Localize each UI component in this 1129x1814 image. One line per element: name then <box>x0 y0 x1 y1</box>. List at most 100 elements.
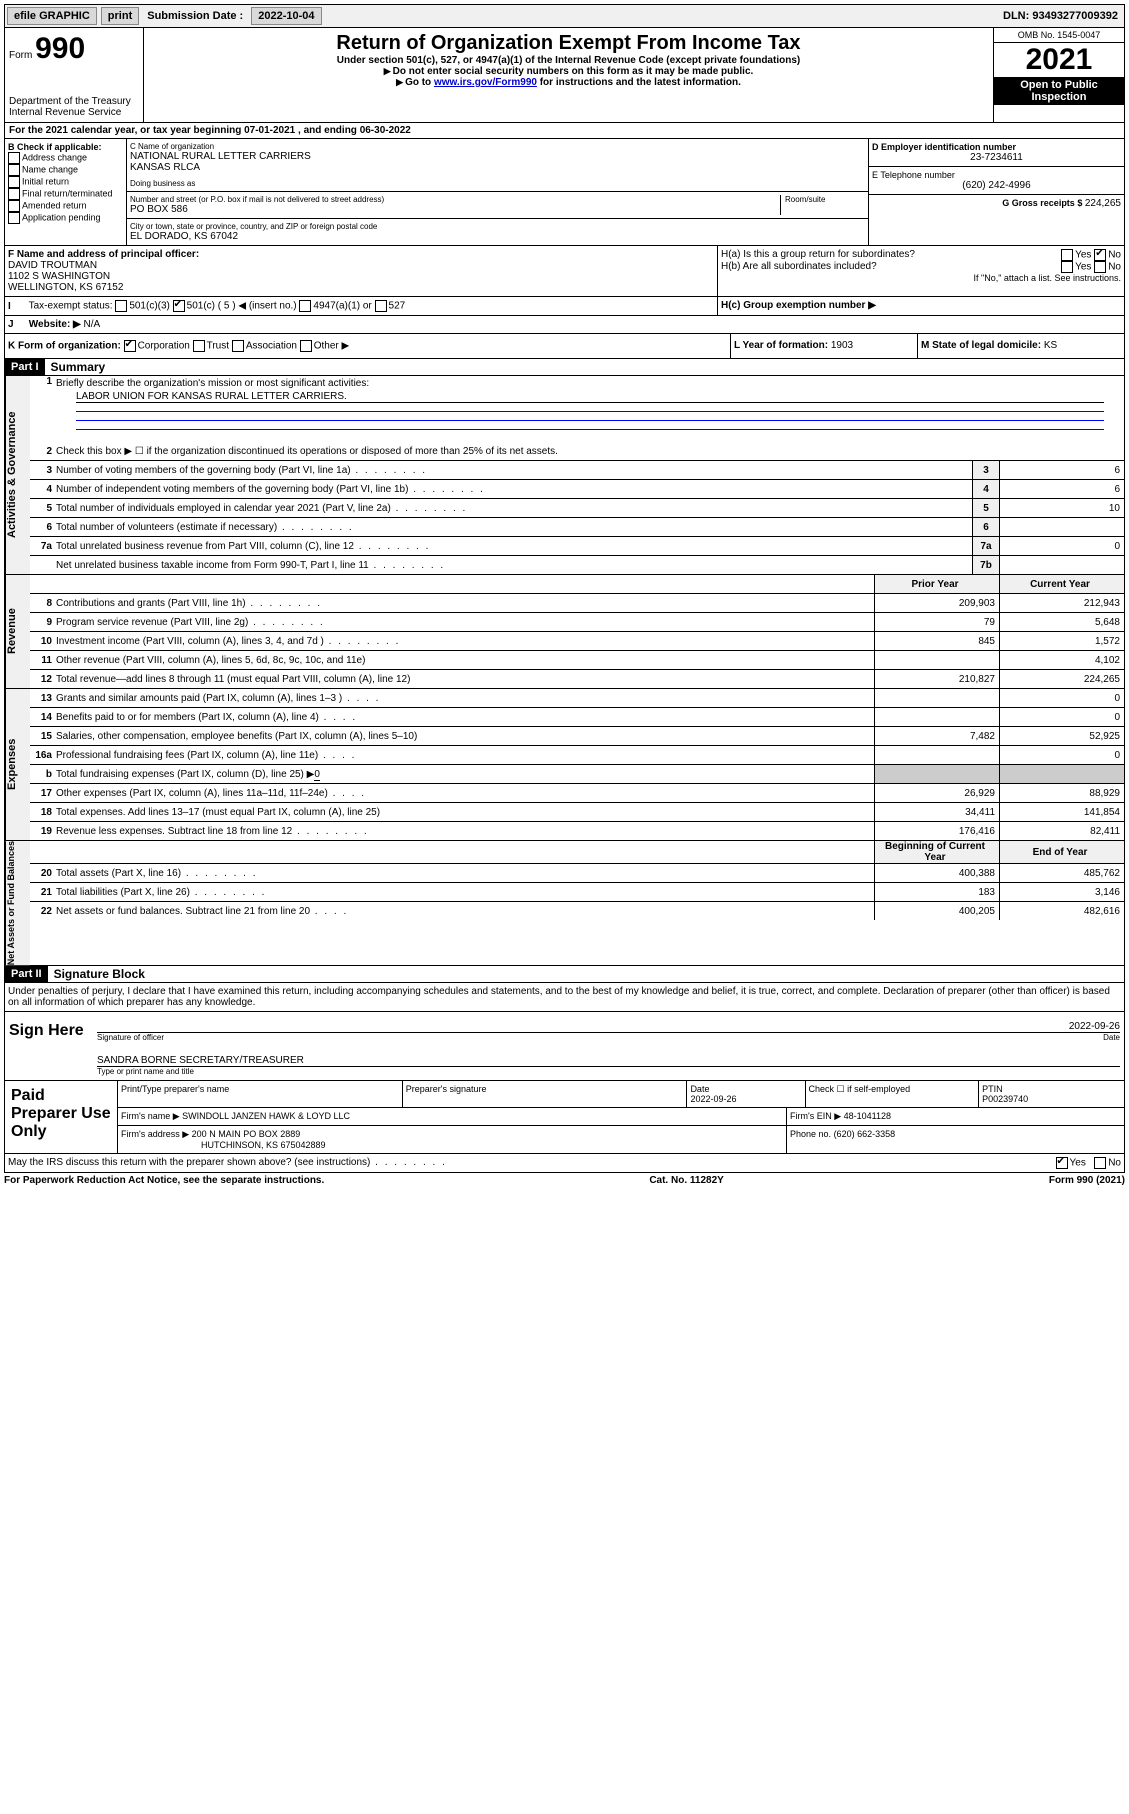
box-e: E Telephone number (620) 242-4996 <box>869 167 1124 195</box>
c16a: 0 <box>999 746 1124 764</box>
page-footer: For Paperwork Reduction Act Notice, see … <box>4 1173 1125 1188</box>
may-irs-row: May the IRS discuss this return with the… <box>4 1154 1125 1173</box>
l15: Salaries, other compensation, employee b… <box>56 729 874 744</box>
sig-officer-caption: Signature of officer <box>97 1033 164 1042</box>
instr2-link[interactable]: www.irs.gov/Form990 <box>434 77 537 88</box>
paid-preparer-block: Paid Preparer Use Only Print/Type prepar… <box>4 1081 1125 1154</box>
irs: Internal Revenue Service <box>9 107 139 118</box>
name-label: C Name of organization <box>130 142 865 151</box>
box-h: H(a) Is this a group return for subordin… <box>718 246 1124 296</box>
p11 <box>874 651 999 669</box>
l18: Total expenses. Add lines 13–17 (must eq… <box>56 805 874 820</box>
part-2-title: Signature Block <box>48 967 145 981</box>
firm-address: Firm's address ▶ 200 N MAIN PO BOX 2889 … <box>118 1126 787 1153</box>
eoy-head: End of Year <box>999 841 1124 863</box>
v7a: 0 <box>999 537 1124 555</box>
type-name-caption: Type or print name and title <box>97 1067 1120 1076</box>
part-1-title-row: Part I Summary <box>4 359 1125 376</box>
h-a-row: H(a) Is this a group return for subordin… <box>721 249 1121 261</box>
l10: Investment income (Part VIII, column (A)… <box>56 634 874 649</box>
c8: 212,943 <box>999 594 1124 612</box>
l20: Total assets (Part X, line 16) <box>56 866 874 881</box>
v4: 6 <box>999 480 1124 498</box>
part-2-title-row: Part II Signature Block <box>4 966 1125 983</box>
addr-label: Number and street (or P.O. box if mail i… <box>130 195 780 204</box>
top-bar: efile GRAPHIC print Submission Date : 20… <box>4 4 1125 28</box>
officer-addr2: WELLINGTON, KS 67152 <box>8 282 714 293</box>
box-l-value: 1903 <box>831 340 853 351</box>
ein-value: 23-7234611 <box>872 152 1121 163</box>
efile-button[interactable]: efile GRAPHIC <box>7 7 97 25</box>
h-b-note: If "No," attach a list. See instructions… <box>721 273 1121 283</box>
officer-signature-line: 2022-09-26 <box>97 1016 1120 1033</box>
l3: Number of voting members of the governin… <box>56 463 972 478</box>
opt-initial-return: Initial return <box>8 176 123 188</box>
box-f: F Name and address of principal officer:… <box>5 246 718 296</box>
v5: 10 <box>999 499 1124 517</box>
form-header: Form 990 Department of the Treasury Inte… <box>4 28 1125 123</box>
officer-name: DAVID TROUTMAN <box>8 260 714 271</box>
box-hc: H(c) Group exemption number ▶ <box>718 297 1124 315</box>
l22: Net assets or fund balances. Subtract li… <box>56 904 874 919</box>
self-employed: Check ☐ if self-employed <box>806 1081 980 1107</box>
org-name-2: KANSAS RLCA <box>130 162 865 173</box>
current-year-head: Current Year <box>999 575 1124 593</box>
may-irs-label: May the IRS discuss this return with the… <box>8 1157 447 1169</box>
instr2-pre: Go to <box>396 77 434 88</box>
part-1-header: Part I <box>5 359 45 375</box>
paid-preparer-label: Paid Preparer Use Only <box>5 1081 118 1153</box>
box-k: K Form of organization: Corporation Trus… <box>5 334 730 358</box>
box-j: J Website: ▶ N/A <box>4 316 1125 334</box>
l2: Check this box ▶ ☐ if the organization d… <box>56 444 1124 459</box>
website-value: N/A <box>84 319 101 330</box>
box-l: L Year of formation: 1903 <box>730 334 917 358</box>
open-public: Open to Public Inspection <box>994 77 1124 105</box>
l7b: Net unrelated business taxable income fr… <box>56 558 972 573</box>
city-box: City or town, state or province, country… <box>127 219 868 245</box>
sign-here-label: Sign Here <box>5 1012 93 1080</box>
line-a-text: For the 2021 calendar year, or tax year … <box>9 125 411 136</box>
p21: 183 <box>874 883 999 901</box>
c18: 141,854 <box>999 803 1124 821</box>
addr-value: PO BOX 586 <box>130 204 780 215</box>
box-f-label: F Name and address of principal officer: <box>8 249 714 260</box>
c9: 5,648 <box>999 613 1124 631</box>
part-1-title: Summary <box>45 360 106 374</box>
box-l-label: L Year of formation: <box>734 340 828 351</box>
form-number: 990 <box>35 32 85 65</box>
opt-amended-return: Amended return <box>8 200 123 212</box>
submission-date-value: 2022-10-04 <box>251 7 321 25</box>
ptin: PTIN P00239740 <box>979 1081 1124 1107</box>
dln-label: DLN: <box>1003 10 1029 22</box>
l6: Total number of volunteers (estimate if … <box>56 520 972 535</box>
l16a: Professional fundraising fees (Part IX, … <box>56 748 874 763</box>
ein-label: D Employer identification number <box>872 142 1121 152</box>
phone-label: E Telephone number <box>872 170 1121 180</box>
l21: Total liabilities (Part X, line 26) <box>56 885 874 900</box>
section-k-l-m: K Form of organization: Corporation Trus… <box>4 334 1125 359</box>
c21: 3,146 <box>999 883 1124 901</box>
prep-name-label: Print/Type preparer's name <box>118 1081 403 1107</box>
box-m-label: M State of legal domicile: <box>921 340 1041 351</box>
p10: 845 <box>874 632 999 650</box>
part1-governance: Activities & Governance 1 Briefly descri… <box>4 376 1125 575</box>
opt-address-change: Address change <box>8 152 123 164</box>
pra-notice: For Paperwork Reduction Act Notice, see … <box>4 1175 324 1186</box>
submission-date-label: Submission Date : <box>143 10 247 22</box>
prep-sig-label: Preparer's signature <box>403 1081 688 1107</box>
sig-date-caption: Date <box>1103 1033 1120 1042</box>
l16b: Total fundraising expenses (Part IX, col… <box>56 767 874 782</box>
boy-head: Beginning of Current Year <box>874 841 999 863</box>
l12: Total revenue—add lines 8 through 11 (mu… <box>56 672 874 687</box>
section-i-hc: I Tax-exempt status: 501(c)(3) 501(c) ( … <box>4 297 1125 316</box>
l5: Total number of individuals employed in … <box>56 501 972 516</box>
h-a-label: H(a) Is this a group return for subordin… <box>721 249 915 261</box>
p19: 176,416 <box>874 822 999 840</box>
section-b-to-g: B Check if applicable: Address change Na… <box>4 139 1125 246</box>
form-header-right: OMB No. 1545-0047 2021 Open to Public In… <box>993 28 1124 122</box>
print-button[interactable]: print <box>101 7 139 25</box>
firm-ein: Firm's EIN ▶ 48-1041128 <box>787 1108 1124 1125</box>
box-i: I Tax-exempt status: 501(c)(3) 501(c) ( … <box>5 297 718 315</box>
room-label: Room/suite <box>785 195 865 204</box>
c20: 485,762 <box>999 864 1124 882</box>
